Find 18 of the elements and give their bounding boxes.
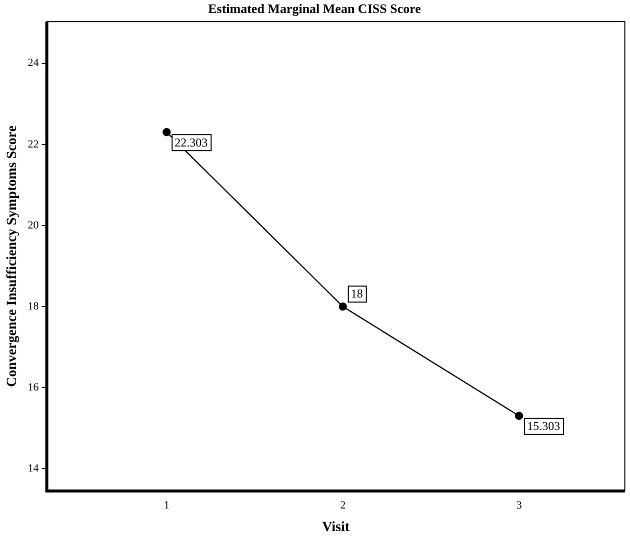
data-label: 18: [350, 286, 363, 301]
y-tick-label: 22: [28, 138, 39, 150]
data-label: 22.303: [174, 135, 208, 150]
point: [514, 412, 524, 420]
y-tick-label: 16: [28, 382, 40, 394]
y-tick-label: 18: [28, 300, 40, 312]
point: [338, 302, 347, 311]
data-label: 15.303: [527, 419, 560, 434]
y-tick-label: 24: [28, 57, 40, 70]
y-tick-label: 20: [28, 219, 40, 232]
y-axis-title: Convergence Insufficiency Symptoms Score: [5, 126, 20, 388]
x-tick-label: 2: [340, 499, 346, 512]
y-tick-label: 14: [28, 462, 40, 475]
chart-title: Estimated Marginal Mean CISS Score: [208, 1, 422, 16]
x-tick-label: 3: [516, 499, 522, 512]
point: [162, 128, 171, 136]
x-tick-label: 1: [164, 499, 170, 512]
x-axis-title: Visit: [322, 520, 350, 536]
